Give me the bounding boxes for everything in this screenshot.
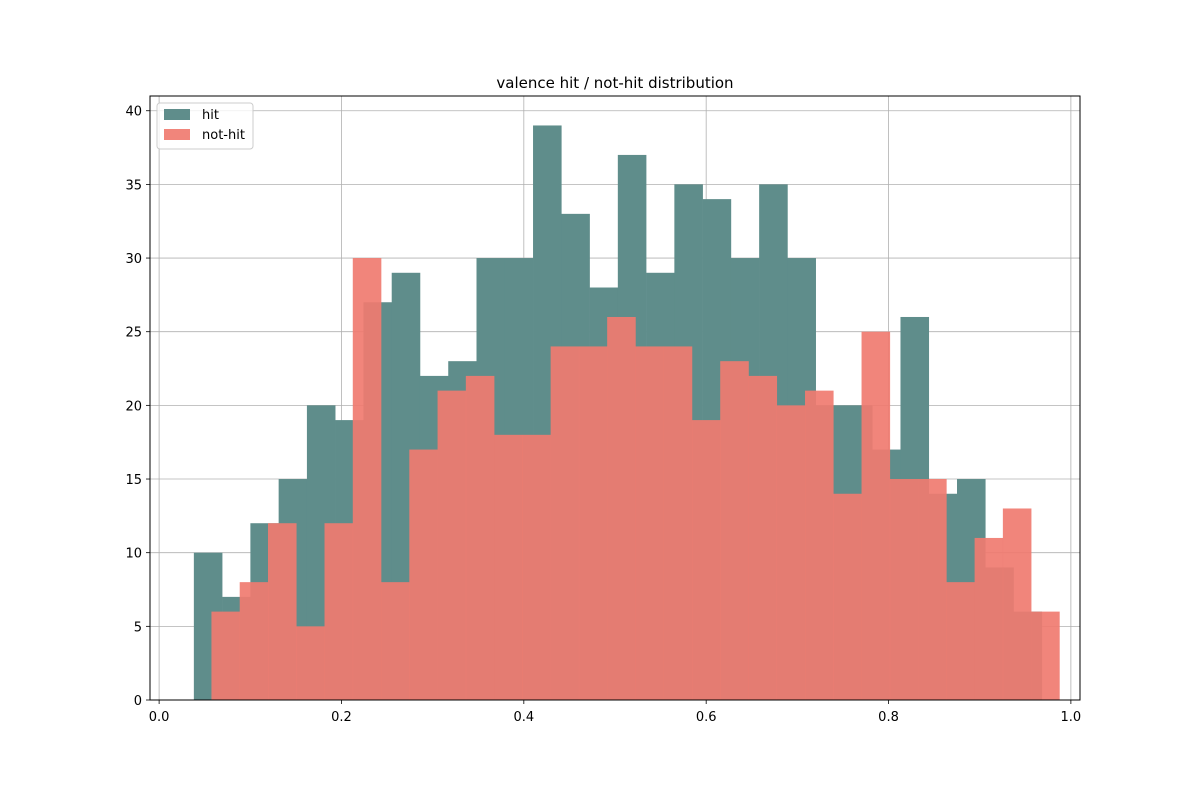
legend-label-not-hit: not-hit bbox=[202, 128, 245, 143]
bars bbox=[193, 125, 1060, 701]
y-tick-label: 5 bbox=[134, 620, 142, 635]
bar-not-hit-4 bbox=[324, 523, 354, 700]
y-tick-label: 20 bbox=[125, 399, 142, 414]
bar-not-hit-10 bbox=[494, 434, 523, 700]
bar-not-hit-29 bbox=[1031, 611, 1060, 700]
y-ticks: 0 5 10 15 20 25 30 35 40 bbox=[125, 105, 150, 709]
bar-not-hit-17 bbox=[691, 420, 721, 700]
bar-not-hit-1 bbox=[239, 582, 269, 700]
chart-title: valence hit / not-hit distribution bbox=[496, 74, 733, 92]
bar-not-hit-13 bbox=[578, 346, 608, 700]
bar-not-hit-23 bbox=[861, 331, 891, 700]
x-tick-label: 0.4 bbox=[513, 710, 534, 725]
bar-not-hit-18 bbox=[720, 361, 749, 700]
bar-not-hit-14 bbox=[607, 316, 636, 700]
y-tick-label: 0 bbox=[134, 694, 142, 709]
bar-not-hit-8 bbox=[437, 390, 467, 700]
y-tick-label: 15 bbox=[125, 473, 142, 488]
y-tick-label: 40 bbox=[125, 105, 142, 120]
bar-not-hit-25 bbox=[918, 479, 947, 700]
legend-swatch-not-hit bbox=[164, 129, 190, 140]
bar-not-hit-7 bbox=[409, 449, 438, 700]
y-tick-label: 25 bbox=[125, 326, 142, 341]
x-tick-label: 0.2 bbox=[331, 710, 352, 725]
x-tick-label: 1.0 bbox=[1061, 710, 1082, 725]
bar-not-hit-3 bbox=[296, 626, 325, 700]
legend-swatch-hit bbox=[164, 109, 190, 120]
y-tick-label: 10 bbox=[125, 547, 142, 562]
bar-not-hit-16 bbox=[663, 346, 693, 700]
bar-not-hit-12 bbox=[550, 346, 580, 700]
bar-not-hit-19 bbox=[748, 375, 778, 700]
bar-not-hit-15 bbox=[635, 346, 664, 700]
bar-not-hit-24 bbox=[889, 479, 919, 700]
bar-not-hit-5 bbox=[352, 258, 382, 700]
x-tick-label: 0.6 bbox=[696, 710, 717, 725]
x-tick-label: 0.8 bbox=[878, 710, 899, 725]
bar-not-hit-28 bbox=[1002, 508, 1032, 700]
axes-frame bbox=[149, 95, 1081, 701]
legend-label-hit: hit bbox=[202, 108, 219, 123]
bar-not-hit-21 bbox=[805, 390, 834, 700]
x-tick-label: 0.0 bbox=[149, 710, 170, 725]
legend: hit not-hit bbox=[156, 102, 254, 150]
bar-not-hit-22 bbox=[833, 493, 862, 700]
bar-not-hit-26 bbox=[946, 582, 975, 700]
bar-not-hit-11 bbox=[522, 434, 551, 700]
series-not-hit bbox=[211, 258, 1060, 700]
bar-not-hit-20 bbox=[776, 405, 806, 700]
bar-not-hit-0 bbox=[211, 611, 241, 700]
y-tick-label: 35 bbox=[125, 178, 142, 193]
bar-not-hit-6 bbox=[381, 582, 410, 700]
bar-not-hit-27 bbox=[974, 537, 1004, 700]
bar-not-hit-2 bbox=[267, 523, 297, 700]
y-tick-label: 30 bbox=[125, 252, 142, 267]
x-ticks: 0.0 0.2 0.4 0.6 0.8 1.0 bbox=[149, 700, 1081, 725]
bar-not-hit-9 bbox=[465, 375, 495, 700]
